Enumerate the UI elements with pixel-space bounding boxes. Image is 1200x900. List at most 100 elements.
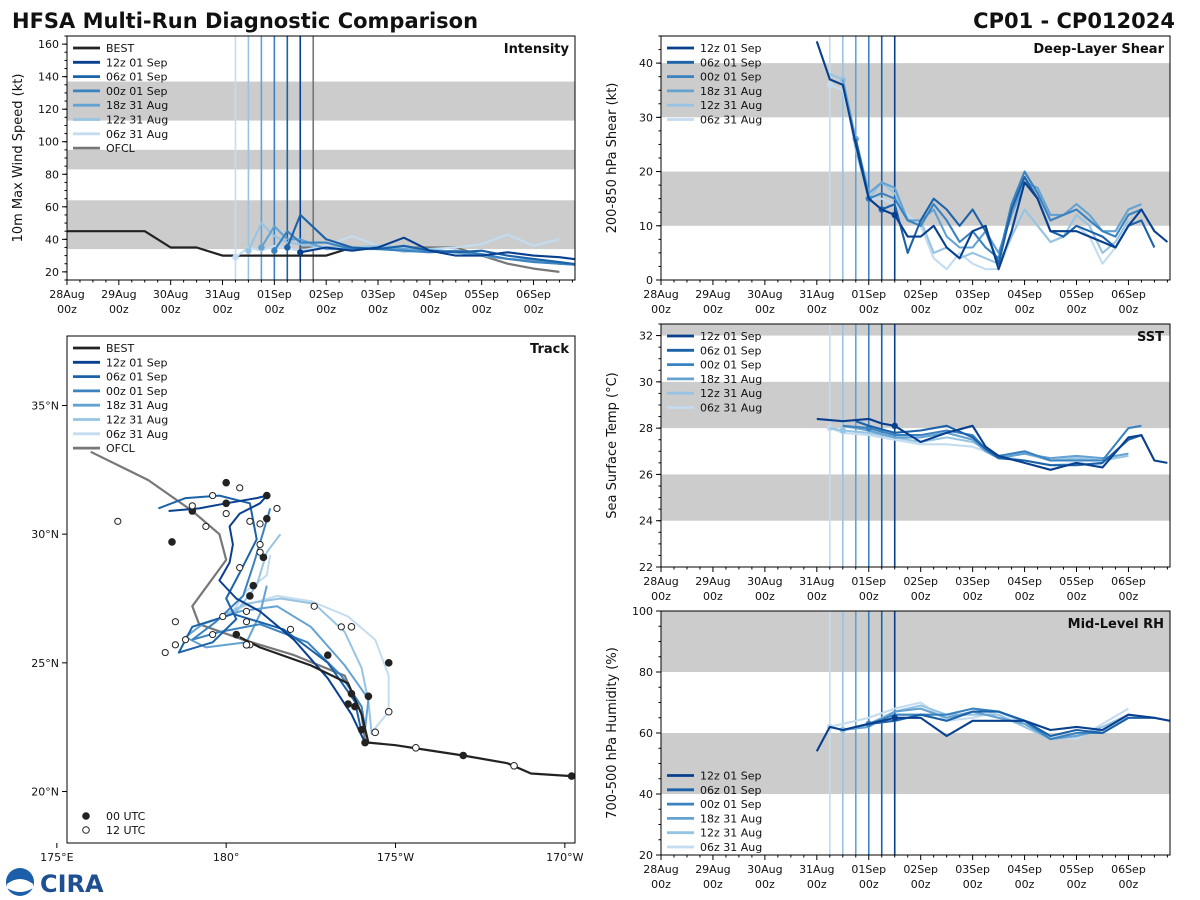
track-xtick-label: 170°W xyxy=(546,851,583,864)
sst-xtick-label: 28Aug xyxy=(643,575,678,588)
shear-xtick-sublabel: 00z xyxy=(1067,303,1087,316)
track-best-marker xyxy=(384,659,393,667)
intensity-xtick-label: 29Aug xyxy=(101,288,136,301)
intensity-xtick-sublabel: 00z xyxy=(57,303,77,316)
sst-ytick-label: 28 xyxy=(639,422,653,435)
intensity-legend-label: OFCL xyxy=(106,142,136,155)
intensity-legend-label: 18z 31 Aug xyxy=(106,99,168,112)
shear-xtick-label: 03Sep xyxy=(955,288,990,301)
intensity-best-line xyxy=(67,230,353,257)
rh-series-line xyxy=(842,707,1129,741)
sst-xtick-label: 30Aug xyxy=(747,575,782,588)
track-12utc-marker xyxy=(337,623,345,631)
track-run-marker xyxy=(344,700,352,708)
intensity-ytick-label: 120 xyxy=(38,103,59,116)
shear-series-line xyxy=(841,79,1142,254)
track-12utc-marker xyxy=(188,502,196,510)
sst-legend-label: 06z 31 Aug xyxy=(700,402,762,415)
shear-legend-label: 00z 01 Sep xyxy=(700,71,762,84)
track-plot-area xyxy=(90,450,575,780)
intensity-init-point xyxy=(284,244,291,251)
track-12utc-marker xyxy=(310,602,318,610)
shear-init-point xyxy=(891,211,898,219)
track-best-marker xyxy=(361,738,369,747)
intensity-xtick-sublabel: 00z xyxy=(213,303,233,316)
intensity-init-point xyxy=(297,249,304,256)
shear-xtick-label: 28Aug xyxy=(643,288,678,301)
intensity-legend-label: 00z 01 Sep xyxy=(106,85,168,98)
rh-xtick-label: 28Aug xyxy=(643,863,678,876)
rh-ytick-label: 80 xyxy=(639,666,653,679)
sst-xtick-label: 03Sep xyxy=(955,575,990,588)
shear-xtick-sublabel: 00z xyxy=(651,303,671,316)
rh-xtick-label: 31Aug xyxy=(799,863,834,876)
track-best-line xyxy=(239,636,572,778)
track-legend-label: 12z 31 Aug xyxy=(106,414,168,427)
sst-xtick-sublabel: 00z xyxy=(1119,590,1139,603)
track-ytick-label: 25°N xyxy=(31,657,59,670)
track-12utc-marker xyxy=(202,522,210,531)
track-12utc-marker xyxy=(256,548,264,556)
shear-init-point xyxy=(839,76,846,83)
track-12utc-marker xyxy=(286,625,295,633)
rh-legend-label: 18z 31 Aug xyxy=(700,812,762,825)
shear-threshold-band xyxy=(661,171,1170,226)
track-run-marker xyxy=(371,728,379,737)
sst-ytick-label: 26 xyxy=(639,468,653,481)
sst-xtick-label: 05Sep xyxy=(1059,575,1094,588)
rh-ytick-label: 20 xyxy=(639,849,653,862)
rh-xtick-sublabel: 00z xyxy=(651,878,671,891)
track-ytick-label: 35°N xyxy=(31,399,59,412)
track-legend-label: OFCL xyxy=(106,442,136,455)
intensity-ytick-label: 40 xyxy=(45,233,59,246)
shear-legend-label: 18z 31 Aug xyxy=(700,85,762,98)
rh-xtick-label: 01Sep xyxy=(851,863,886,876)
rh-xtick-label: 06Sep xyxy=(1111,863,1146,876)
sst-ytick-label: 30 xyxy=(639,376,653,389)
track-run-marker xyxy=(384,707,393,716)
rh-legend-label: 06z 31 Aug xyxy=(700,841,762,854)
track-run-marker xyxy=(168,538,176,546)
shear-threshold-band xyxy=(661,63,1170,118)
intensity-xtick-sublabel: 00z xyxy=(420,303,440,316)
track-12utc-marker xyxy=(256,540,264,549)
track-best-marker xyxy=(351,702,359,711)
rh-title: Mid-Level RH xyxy=(1068,617,1164,632)
rh-legend-label: 12z 01 Sep xyxy=(700,770,762,783)
rh-xtick-sublabel: 00z xyxy=(859,878,879,891)
rh-xtick-label: 02Sep xyxy=(903,863,938,876)
rh-series-line xyxy=(842,707,1129,741)
sst-init-point xyxy=(891,422,898,430)
shear-xtick-label: 01Sep xyxy=(851,288,886,301)
intensity-xtick-label: 02Sep xyxy=(309,288,344,301)
track-12utc-marker xyxy=(273,504,281,513)
track-legend-label: 00z 01 Sep xyxy=(106,385,168,398)
sst-plot-area xyxy=(661,324,1170,567)
track-title: Track xyxy=(530,342,569,357)
rh-xtick-sublabel: 00z xyxy=(1067,878,1087,891)
track-12utc-marker xyxy=(222,509,230,518)
track-series-line xyxy=(158,494,363,733)
track-run-marker xyxy=(222,478,230,487)
sst-xtick-sublabel: 00z xyxy=(651,590,671,603)
shear-plot-area xyxy=(661,36,1170,280)
sst-xtick-sublabel: 00z xyxy=(1067,590,1087,603)
rh-xtick-label: 30Aug xyxy=(747,863,782,876)
track-best-marker xyxy=(459,751,468,760)
shear-xtick-sublabel: 00z xyxy=(859,303,879,316)
track-run-marker xyxy=(222,499,230,508)
intensity-series-line xyxy=(300,236,575,261)
track-run-marker xyxy=(263,514,271,523)
sst-legend-label: 12z 31 Aug xyxy=(700,387,762,400)
track-12utc-marker xyxy=(256,520,264,528)
track-12utc-marker xyxy=(236,564,244,572)
intensity-series-line xyxy=(273,230,575,266)
track-run-marker xyxy=(347,689,356,698)
track-best-marker xyxy=(510,761,518,770)
rh-plot-area xyxy=(661,611,1170,855)
cira-logo-text: CIRA xyxy=(40,870,104,898)
shear-ytick-label: 30 xyxy=(639,111,653,124)
intensity-init-point xyxy=(245,247,252,254)
